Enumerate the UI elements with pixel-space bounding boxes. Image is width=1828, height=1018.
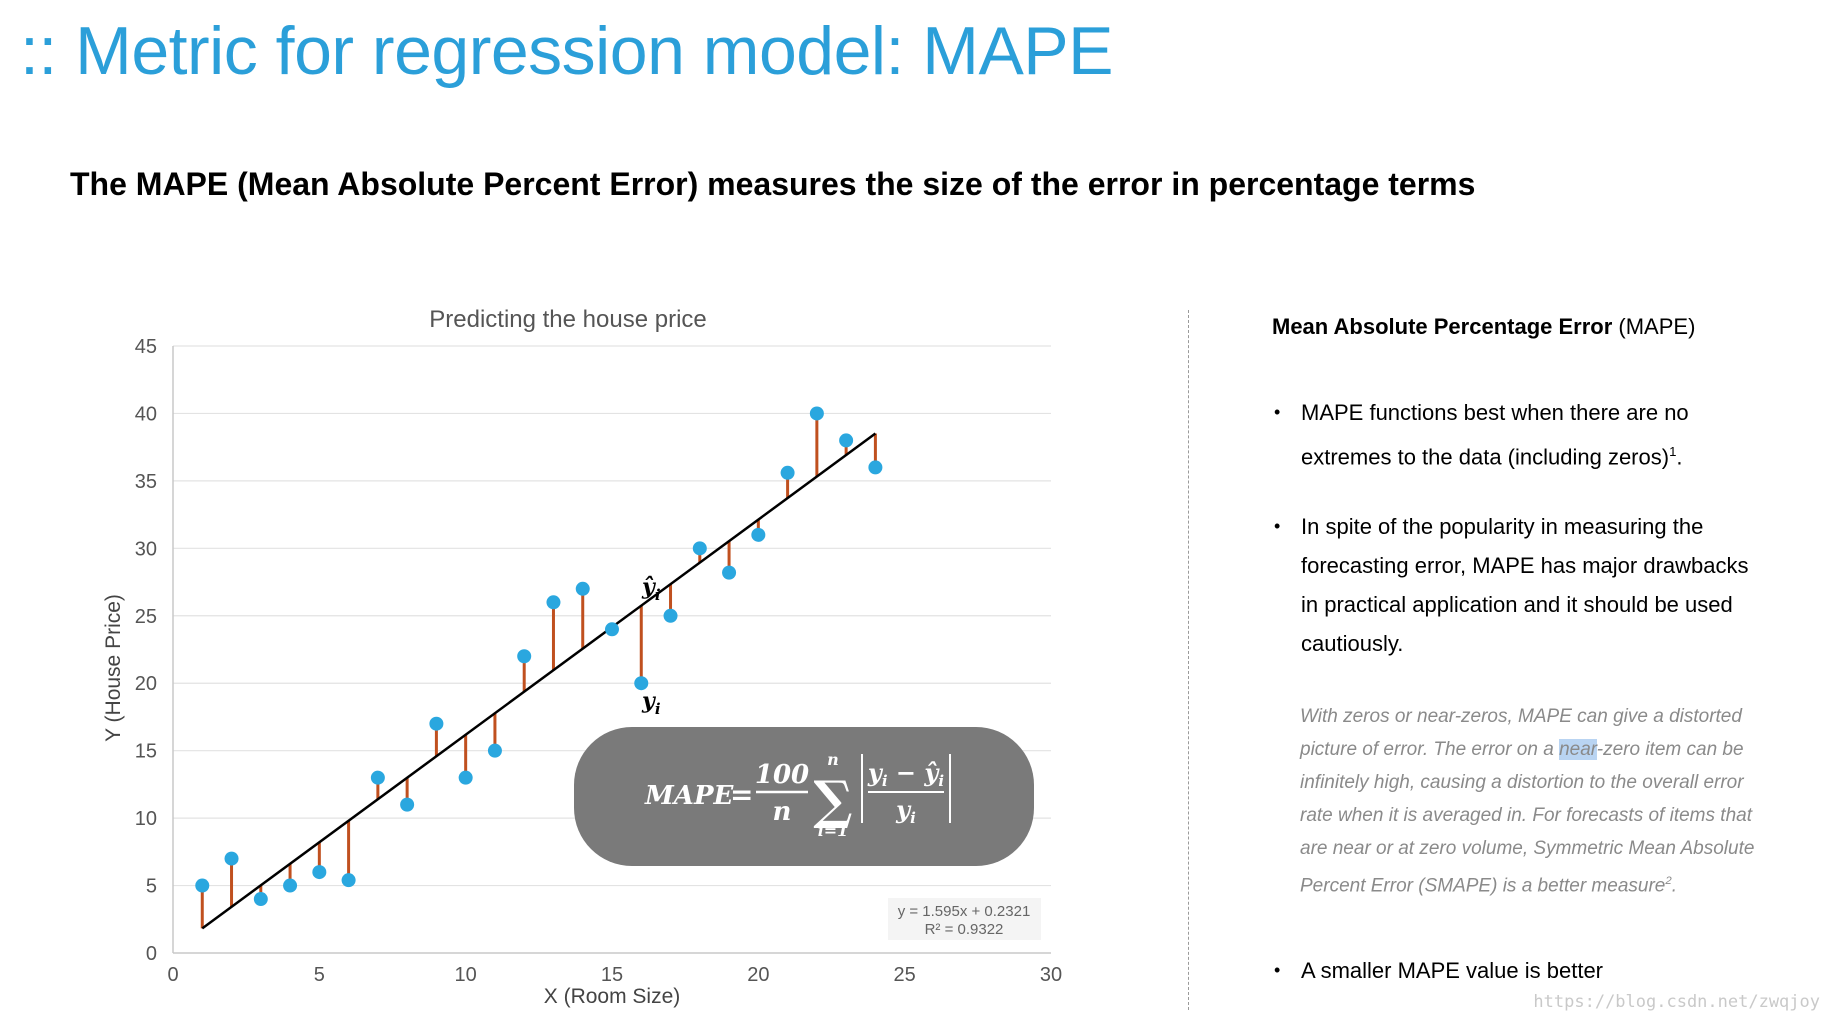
trendline-equation: y = 1.595x + 0.2321 (898, 903, 1031, 920)
data-point (839, 433, 854, 448)
x-tick-label: 0 (167, 964, 178, 986)
data-point (809, 406, 824, 421)
bullet-extremes-end: . (1676, 444, 1683, 470)
formula-sum-top: n (827, 750, 839, 769)
x-axis-title: X (Room Size) (544, 985, 681, 1008)
formula-numerator: 100 (755, 760, 809, 790)
data-point (400, 797, 415, 812)
trendline-r-squared: R² = 0.9322 (925, 921, 1004, 938)
y-axis-title: Y (House Price) (102, 594, 125, 742)
data-point (283, 878, 298, 893)
x-tick-label: 5 (314, 964, 325, 986)
bullet-extremes-text: MAPE functions best when there are no ex… (1301, 400, 1689, 470)
formula-sum-symbol: ∑ (813, 770, 852, 831)
trend-line (201, 432, 877, 930)
data-point (370, 770, 385, 785)
formula-box (574, 727, 1034, 866)
bullet-drawbacks: • In spite of the popularity in measurin… (1274, 507, 1756, 663)
slide-title: :: Metric for regression model: MAPE (20, 13, 1114, 89)
watermark: https://blog.csdn.net/zwqjoy (1533, 992, 1820, 1012)
note-text-a: With zeros or near-zeros, MAPE can give … (1300, 706, 1742, 760)
y-tick-label: 10 (135, 808, 157, 830)
y-tick-label: 30 (135, 538, 157, 560)
data-point (692, 541, 707, 556)
y-tick-label: 15 (135, 741, 157, 763)
data-point (868, 460, 883, 475)
data-point (751, 527, 766, 542)
bullet-smaller-better-text: A smaller MAPE value is better (1301, 958, 1604, 983)
x-tick-label: 15 (601, 964, 623, 986)
column-divider (1188, 310, 1189, 1010)
bullet-smaller-better: • A smaller MAPE value is better (1274, 951, 1756, 990)
x-tick-label: 30 (1040, 964, 1062, 986)
slide-subtitle: The MAPE (Mean Absolute Percent Error) m… (70, 166, 1476, 202)
bullet-dot: • (1274, 402, 1281, 422)
data-point (663, 608, 678, 623)
data-point (517, 649, 532, 664)
y-tick-label: 45 (135, 336, 157, 358)
data-point (546, 595, 561, 610)
footnote-1: 1 (1669, 444, 1677, 459)
footnote-2: 2 (1665, 875, 1672, 887)
y-tick-label: 40 (135, 403, 157, 425)
sidebar-title-bold: Mean Absolute Percentage Error (1272, 314, 1613, 339)
data-point (722, 565, 737, 580)
data-point (780, 465, 795, 480)
bullet-dot: • (1274, 516, 1281, 536)
x-tick-label: 10 (455, 964, 477, 986)
formula-mape: MAPE (644, 781, 735, 811)
formula-sum-bottom: i=1 (818, 821, 849, 840)
x-tick-label: 20 (747, 964, 769, 986)
formula-inner-denominator: yi (895, 795, 916, 827)
data-point (195, 878, 210, 893)
formula-inner-numerator: yi − ŷi (867, 758, 944, 790)
sidebar-title: Mean Absolute Percentage Error (MAPE) (1272, 314, 1695, 340)
y-tick-label: 5 (146, 876, 157, 898)
x-tick-label: 25 (894, 964, 916, 986)
bullet-dot: • (1274, 960, 1281, 980)
data-point (429, 716, 444, 731)
sidebar-title-rest: (MAPE) (1612, 314, 1696, 339)
data-point (605, 622, 619, 637)
y-tick-label: 35 (135, 471, 157, 493)
note-highlight: near (1559, 739, 1597, 760)
data-point (312, 865, 327, 880)
data-point (575, 581, 590, 596)
data-point (341, 873, 356, 888)
formula-equals: = (730, 778, 753, 811)
y-tick-label: 0 (146, 943, 157, 965)
data-point (224, 851, 239, 866)
data-point (253, 892, 268, 907)
chart-title: Predicting the house price (429, 306, 707, 333)
trendline-label-box (888, 898, 1041, 940)
y-tick-label: 25 (135, 606, 157, 628)
annotation-y: yi (641, 688, 661, 718)
note-text-end: . (1671, 875, 1677, 897)
y-tick-label: 20 (135, 673, 157, 695)
bullet-extremes: • MAPE functions best when there are no … (1274, 393, 1756, 476)
note-text-b: -zero item can be infinitely high, causi… (1300, 739, 1755, 897)
data-point (487, 743, 502, 758)
data-point (634, 676, 649, 691)
house-price-scatter-chart: 0 5 10 15 20 25 30 35 40 45 0 5 10 15 20 25 30 Predicting… (102, 306, 1062, 1008)
data-point (458, 770, 473, 785)
formula-denominator: n (773, 797, 792, 827)
annotation-y-hat: ŷi (641, 574, 661, 604)
zero-value-note: With zeros or near-zeros, MAPE can give … (1300, 700, 1760, 902)
bullet-drawbacks-text: In spite of the popularity in measuring … (1301, 514, 1749, 656)
